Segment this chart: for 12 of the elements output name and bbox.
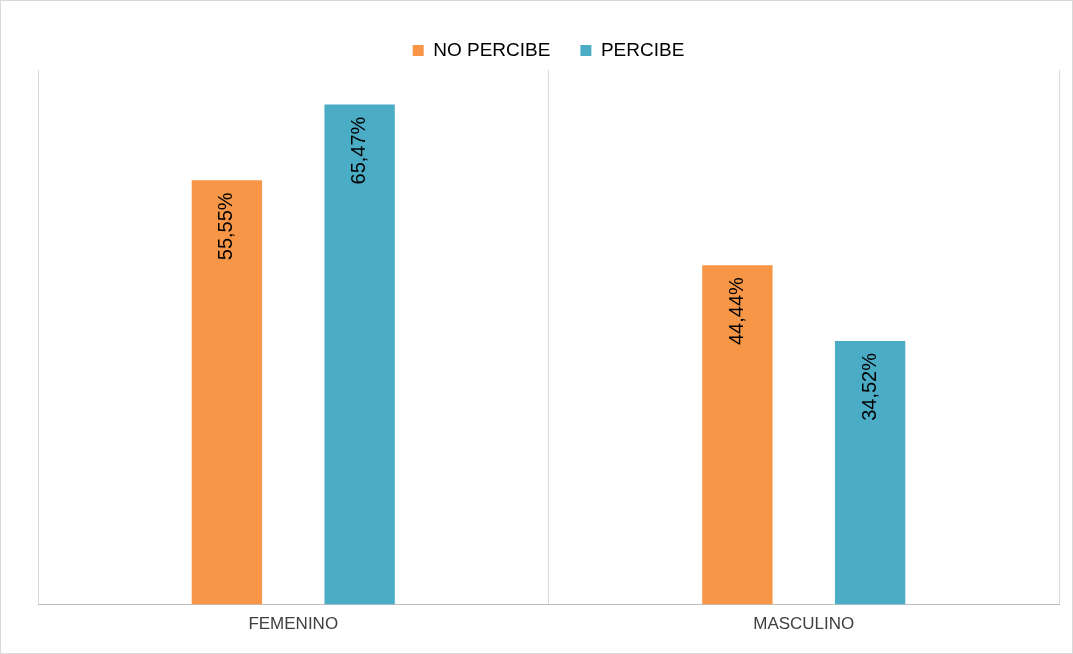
data-label: 34,52% — [857, 352, 880, 421]
bar — [324, 104, 395, 605]
legend-label: NO PERCIBE — [433, 38, 551, 60]
legend-label: PERCIBE — [600, 38, 685, 60]
bar — [702, 265, 773, 605]
data-label: 44,44% — [724, 277, 747, 346]
x-tick-label: MASCULINO — [753, 614, 855, 634]
data-label: 65,47% — [347, 116, 370, 185]
bar — [834, 340, 906, 605]
data-label: 55,55% — [214, 192, 237, 261]
bar — [191, 180, 263, 605]
x-tick-label: FEMENINO — [248, 614, 339, 634]
